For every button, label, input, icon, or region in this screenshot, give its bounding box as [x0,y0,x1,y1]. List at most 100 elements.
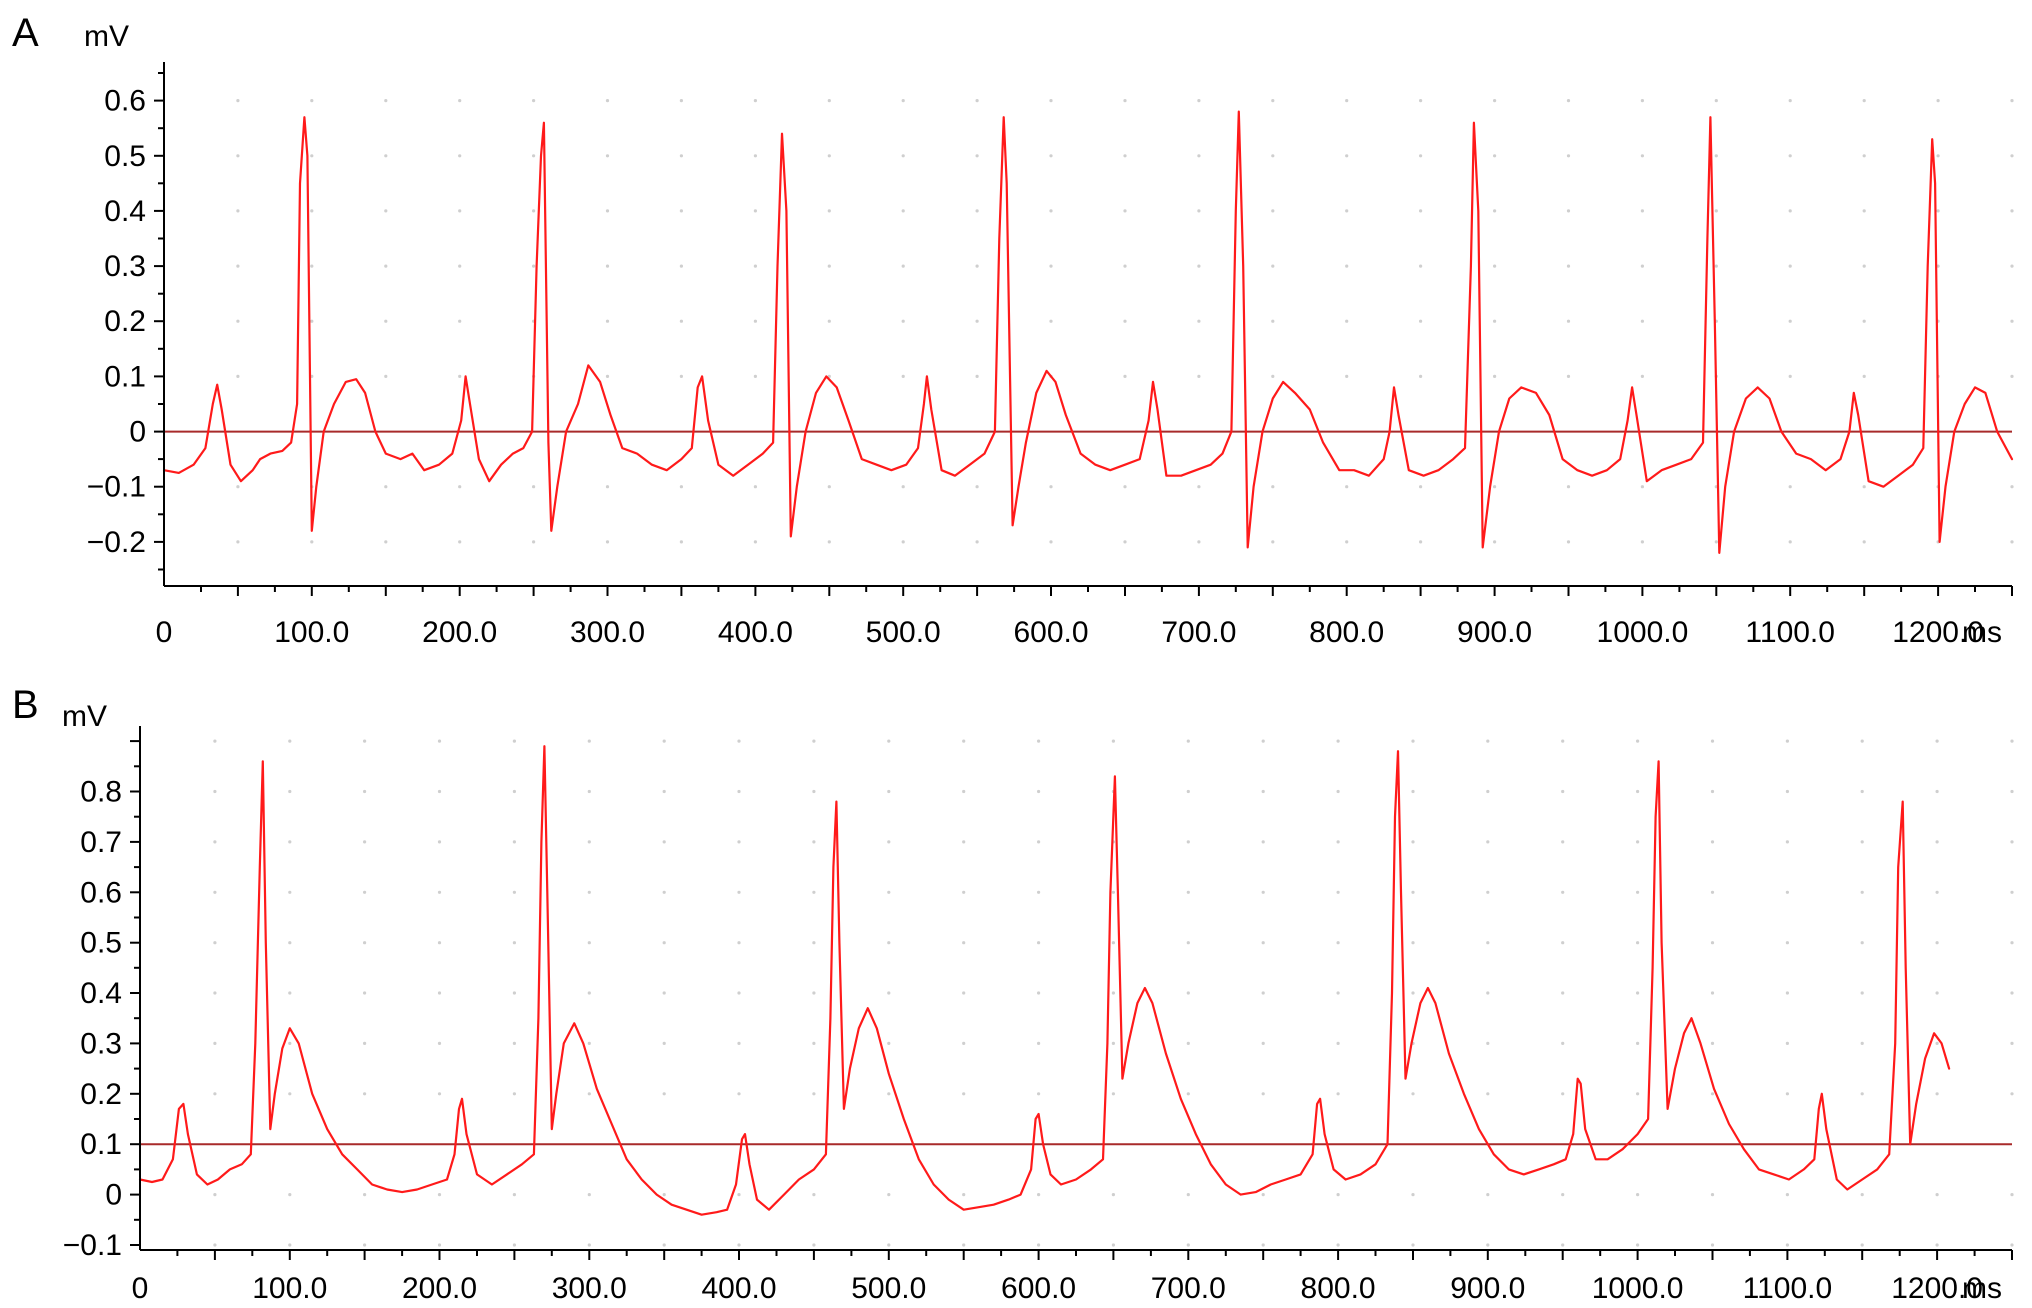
grid-dot [1561,1092,1565,1096]
grid-dot [1271,209,1275,213]
grid-dot [1345,540,1349,544]
grid-dot [1336,1092,1340,1096]
x-tick-label: 700.0 [1161,616,1236,649]
y-tick-label: −0.2 [87,526,146,559]
grid-dot [1788,540,1792,544]
grid-dot [1935,941,1939,945]
x-tick-label: 300.0 [570,616,645,649]
grid-dot [288,941,292,945]
grid-dot [458,99,462,103]
y-tick-label: 0.8 [80,776,122,809]
grid-dot [901,99,905,103]
grid-dot [812,890,816,894]
grid-dot [1486,739,1490,743]
grid-dot [1862,319,1866,323]
y-tick-label: 0.6 [80,876,122,909]
grid-dot [962,1243,966,1247]
grid-dot [1261,941,1265,945]
grid-dot [662,739,666,743]
grid-dot [437,789,442,794]
grid-dot [737,1243,741,1247]
y-tick-label: 0.3 [104,250,146,283]
grid-dot [679,209,684,213]
grid-dot [1336,1243,1340,1247]
grid-dot [1493,99,1497,103]
grid-dot [812,789,816,794]
grid-dot [962,840,966,844]
grid-dot [887,1193,891,1197]
grid-dot [1935,739,1939,743]
grid-dot [1345,209,1349,213]
grid-dot [1636,1092,1640,1096]
panel-a-ecg-trace [162,110,2014,554]
grid-dot [1714,264,1718,268]
grid-dot [1561,1243,1565,1247]
grid-dot [975,485,979,489]
grid-dot [384,374,388,378]
grid-dot [1123,99,1127,103]
grid-dot [662,1041,666,1045]
grid-dot [310,209,314,213]
grid-dot [1935,1243,1939,1247]
grid-dot [662,991,666,995]
grid-dot [1640,99,1644,103]
grid-dot [1493,319,1497,323]
x-tick-label: 500.0 [866,616,941,649]
grid-dot [737,1041,741,1045]
grid-dot [812,1092,816,1096]
grid-dot [2010,264,2014,268]
grid-dot [662,1243,666,1247]
x-tick-label: 200.0 [402,1272,477,1305]
grid-dot [236,99,240,103]
panel-a-x-unit: ms [1962,616,2002,649]
grid-dot [1788,264,1792,268]
grid-dot [737,890,741,894]
grid-dot [1640,485,1644,489]
grid-dot [1710,739,1715,743]
grid-dot [827,154,831,158]
x-tick-label: 600.0 [1013,616,1088,649]
grid-dot [1111,941,1115,945]
grid-dot [1636,991,1640,995]
grid-dot [532,154,536,158]
grid-dot [288,789,292,794]
grid-dot [1636,941,1640,945]
grid-dot [2010,941,2014,945]
grid-dot [384,319,388,323]
grid-dot [2010,99,2014,103]
grid-dot [1111,890,1115,894]
grid-dot [532,264,536,268]
panel-a-grid [236,99,2014,544]
grid-dot [1049,540,1053,544]
grid-dot [812,1243,816,1247]
grid-dot [1411,941,1415,945]
y-tick-label: 0.4 [80,977,122,1010]
grid-dot [737,991,741,995]
grid-dot [532,540,536,544]
grid-dot [1785,991,1789,995]
grid-dot [288,1243,292,1247]
grid-dot [458,485,462,489]
grid-dot [827,264,831,268]
x-tick-label: 400.0 [718,616,793,649]
grid-dot [1123,154,1127,158]
grid-dot [753,374,758,378]
grid-dot [1486,1092,1490,1096]
grid-dot [605,485,610,489]
grid-dot [901,209,905,213]
x-tick-label: 0 [156,616,173,649]
grid-dot [512,991,517,995]
grid-dot [2010,789,2014,794]
grid-dot [662,890,666,894]
grid-dot [1271,540,1275,544]
grid-dot [587,840,591,844]
grid-dot [512,1193,517,1197]
grid-dot [1788,154,1792,158]
grid-dot [2010,840,2014,844]
grid-dot [384,540,388,544]
grid-dot [236,374,240,378]
grid-dot [1336,840,1340,844]
panel-a-axes: −0.2 −0.1 0 0.1 0.2 0.3 0.4 0.5 0.6 0 100.0 200.0 30… [87,62,2013,649]
panel-b-axes: −0.1 0 0.1 0.2 0.3 0.4 0.5 0.6 0.7 0.8 0 100.0 200.0… [63,726,2013,1305]
